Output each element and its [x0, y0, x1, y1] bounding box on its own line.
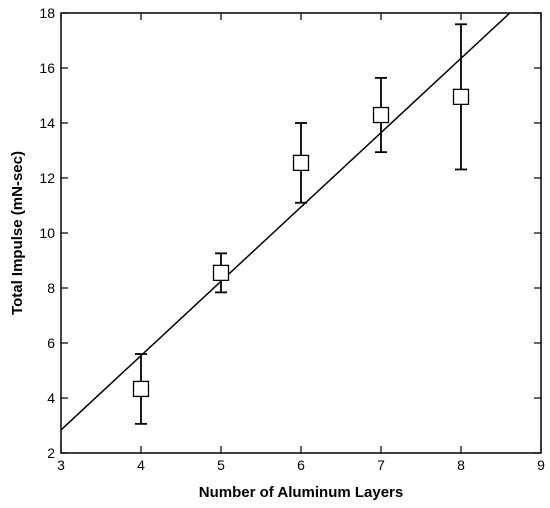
- fit-line: [60, 12, 511, 431]
- x-tick-label: 6: [297, 457, 305, 473]
- x-tick-label: 7: [377, 457, 385, 473]
- y-tick-label: 12: [39, 170, 55, 186]
- y-axis-label: Total Impulse (mN-sec): [9, 151, 26, 315]
- x-axis-label: Number of Aluminum Layers: [199, 484, 403, 501]
- y-tick-label: 10: [39, 225, 55, 241]
- point: [212, 264, 230, 282]
- x-tick-label: 4: [137, 457, 145, 473]
- x-tick-label: 9: [537, 457, 545, 473]
- y-tick-label: 14: [39, 115, 55, 131]
- y-tick-label: 4: [47, 390, 55, 406]
- point: [452, 88, 470, 106]
- y-tick-label: 6: [47, 335, 55, 351]
- x-tick-label: 3: [57, 457, 65, 473]
- point: [372, 106, 390, 124]
- point: [132, 380, 150, 398]
- x-tick-label: 5: [217, 457, 225, 473]
- y-tick-label: 8: [47, 280, 55, 296]
- y-tick-label: 18: [39, 5, 55, 21]
- y-tick-label: 2: [47, 445, 55, 461]
- y-tick-label: 16: [39, 60, 55, 76]
- x-tick-label: 8: [457, 457, 465, 473]
- point: [292, 154, 310, 172]
